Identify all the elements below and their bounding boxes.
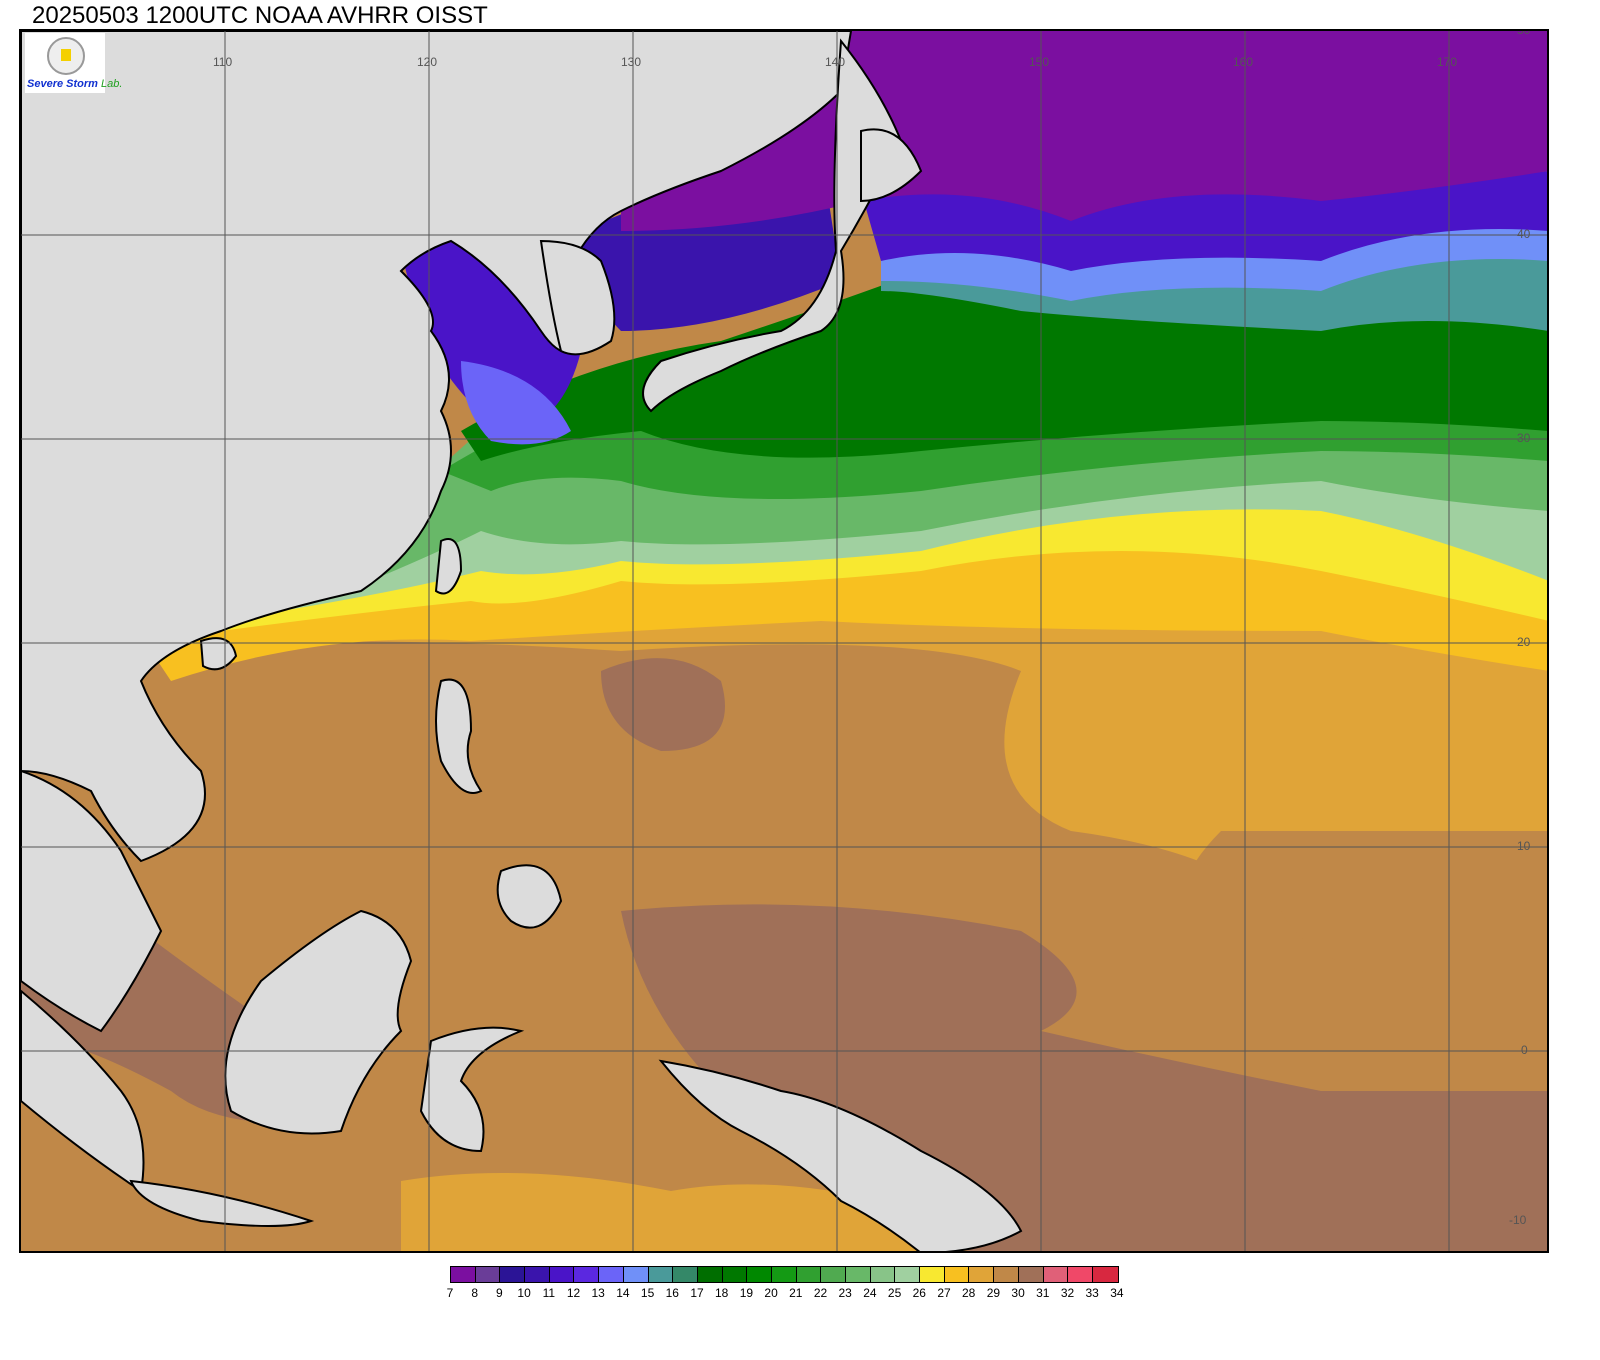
colorbar-label: 30: [1011, 1286, 1025, 1300]
colorbar: [450, 1266, 1119, 1283]
colorbar-label: 11: [542, 1286, 556, 1300]
graticule: [21, 31, 1547, 1251]
colorbar-swatch: [1092, 1267, 1118, 1282]
colorbar-swatch: [1043, 1267, 1069, 1282]
land-borneo: [224, 909, 413, 1135]
colorbar-swatch: [747, 1267, 772, 1282]
colorbar-label: 8: [471, 1286, 479, 1300]
colorbar-swatch: [574, 1267, 600, 1282]
colorbar-label: 7: [446, 1286, 454, 1300]
sst-band-yellow-sea-13: [461, 361, 571, 445]
colorbar-label: 10: [517, 1286, 531, 1300]
land-sulawesi: [419, 1026, 525, 1153]
colorbar-label: 24: [863, 1286, 877, 1300]
map-title: 20250503 1200UTC NOAA AVHRR OISST: [32, 2, 488, 29]
lon-label: 140: [825, 55, 846, 69]
colorbar-label: 22: [813, 1286, 828, 1300]
logo-text: Severe Storm Lab.: [27, 78, 123, 90]
colorbar-swatch: [475, 1267, 501, 1282]
sst-map: 110 120 130 140 150 160 170 50 40 30 20 …: [19, 29, 1549, 1253]
land-sumatra: [21, 989, 145, 1193]
colorbar-label: 31: [1036, 1286, 1050, 1300]
lon-label: 130: [621, 55, 642, 69]
colorbar-label: 20: [764, 1286, 778, 1300]
land-asia: [21, 31, 853, 863]
land-philippines-luzon: [435, 678, 483, 794]
colorbar-label: 17: [690, 1286, 704, 1300]
colorbar-label: 15: [640, 1286, 655, 1300]
colorbar-swatch: [623, 1267, 649, 1282]
colorbar-swatch: [870, 1267, 896, 1282]
colorbar-label: 12: [566, 1286, 581, 1300]
colorbar-label: 18: [715, 1286, 729, 1300]
colorbar-swatch: [525, 1267, 550, 1282]
land-hainan: [199, 637, 238, 671]
colorbar-label: 14: [616, 1286, 630, 1300]
colorbar-label: 28: [962, 1286, 976, 1300]
lab-logo: Severe Storm Lab.: [25, 33, 122, 93]
colorbar-swatch: [673, 1267, 698, 1282]
sst-band-11: [861, 171, 1547, 271]
colorbar-swatch: [722, 1267, 748, 1282]
seal-icon: [47, 37, 85, 75]
sst-band-28b: [401, 1173, 921, 1251]
colorbar-label: 27: [937, 1286, 951, 1300]
lon-label: 120: [417, 55, 438, 69]
colorbar-label: 19: [739, 1286, 754, 1300]
colorbar-label: 9: [496, 1286, 503, 1300]
colorbar-swatch: [549, 1267, 575, 1282]
colorbar-swatch: [648, 1267, 674, 1282]
colorbar-label: 34: [1110, 1286, 1124, 1300]
colorbar-swatch: [451, 1267, 476, 1282]
colorbar-swatch: [796, 1267, 822, 1282]
lat-label: -10: [1509, 1213, 1527, 1227]
land-hokkaido: [860, 128, 923, 203]
colorbar-swatch: [920, 1267, 945, 1282]
colorbar-label: 21: [789, 1286, 803, 1300]
land-indochina: [21, 769, 163, 1033]
land-philippines-mindanao: [496, 864, 563, 929]
colorbar-label: 32: [1060, 1286, 1075, 1300]
lat-label: 50: [1517, 29, 1531, 37]
colorbar-labels: 7 8 9 10 11 12 13 14 15 16 17 18 19 20 21 22 23 24 25 26 27 2…: [440, 1286, 1140, 1302]
lon-label: 110: [213, 55, 233, 69]
colorbar-swatch: [994, 1267, 1019, 1282]
lon-label: 150: [1029, 55, 1050, 69]
lat-label: 20: [1517, 635, 1531, 649]
colorbar-swatch: [1018, 1267, 1044, 1282]
land-masses: [21, 31, 1023, 1251]
colorbar-label: 16: [665, 1286, 679, 1300]
colorbar-label: 25: [887, 1286, 902, 1300]
colorbar-swatch: [944, 1267, 970, 1282]
colorbar-swatch: [895, 1267, 921, 1282]
sst-field: [21, 31, 1547, 1251]
lon-label: 170: [1437, 55, 1458, 69]
colorbar-label: 23: [838, 1286, 852, 1300]
colorbar-swatch: [821, 1267, 846, 1282]
lat-label: 30: [1517, 431, 1531, 445]
land-java: [129, 1179, 315, 1227]
colorbar-label: 33: [1085, 1286, 1099, 1300]
lon-label: 160: [1233, 55, 1254, 69]
land-korea: [539, 239, 616, 356]
colorbar-swatch: [500, 1267, 526, 1282]
colorbar-swatch: [846, 1267, 871, 1282]
colorbar-label: 29: [986, 1286, 1001, 1300]
colorbar-swatch: [1068, 1267, 1093, 1282]
lat-label: 0: [1521, 1043, 1528, 1057]
colorbar-swatch: [771, 1267, 797, 1282]
colorbar-swatch: [599, 1267, 624, 1282]
colorbar-label: 13: [591, 1286, 605, 1300]
colorbar-swatch: [697, 1267, 723, 1282]
lat-label: 10: [1517, 839, 1531, 853]
colorbar-label: 26: [912, 1286, 926, 1300]
lat-label: 40: [1517, 227, 1531, 241]
land-taiwan: [434, 538, 463, 595]
colorbar-swatch: [969, 1267, 995, 1282]
land-new-guinea: [658, 1059, 1023, 1251]
sst-band-30c: [601, 658, 725, 751]
